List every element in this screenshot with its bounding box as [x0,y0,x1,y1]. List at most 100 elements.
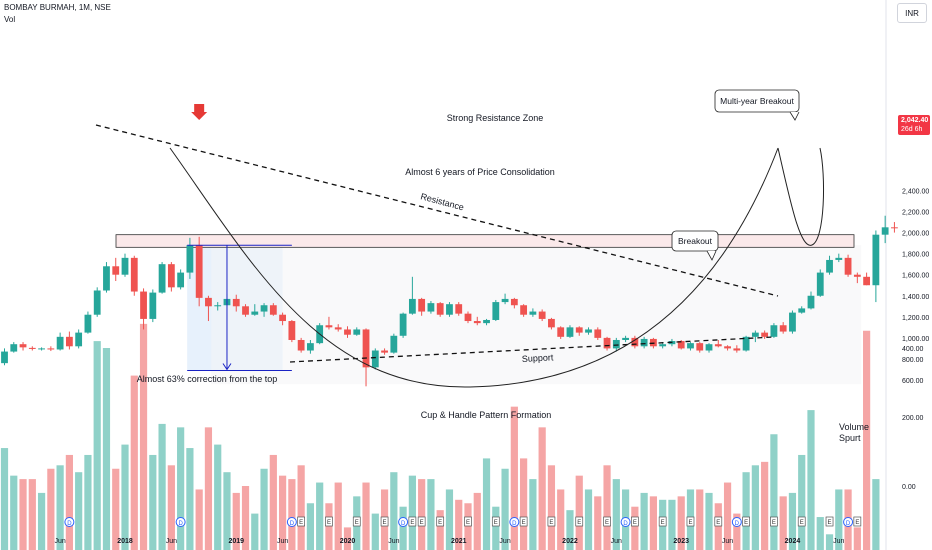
volume-bar [102,348,111,550]
volume-bar [279,475,287,550]
earnings-marker-label: E [800,520,804,526]
dividend-marker [398,517,409,527]
last-price-value: 2,042.40 [901,117,929,124]
volume-bar [547,465,556,550]
candle-body [492,302,500,320]
dividend-marker [509,517,520,527]
candle-body [640,338,648,347]
volume-bar [649,496,657,550]
volume-tick-label: 200.00 [902,415,924,422]
time-tick-label: 2022 [562,538,578,545]
earnings-marker-label: E [577,520,581,526]
candle-body [112,266,120,275]
volume-bar [779,496,787,550]
candle-body [881,227,889,235]
resistance-zone-label: Strong Resistance Zone [447,113,544,123]
volume-bar [714,503,722,550]
earnings-marker-label: E [661,520,665,526]
volume-bar [584,489,593,550]
volume-bar [19,479,27,550]
candle-body [622,337,629,340]
volume-bar [158,423,166,550]
volume-bar [37,492,46,550]
currency-selector[interactable]: INR [897,3,927,23]
earnings-marker [714,516,723,527]
earnings-marker [417,516,426,527]
candle-body [269,305,277,315]
candle-body [696,343,704,351]
volume-bar [436,510,444,550]
volume-bar [325,503,333,550]
candle-body [65,336,73,347]
earnings-marker-label: E [327,520,331,526]
earnings-marker-label: E [494,520,498,526]
candle-body [56,336,64,350]
volume-bar [130,375,138,550]
volume-bar [520,458,528,550]
volume-bar [10,475,18,550]
volume-bar [343,527,352,550]
correction-label: Almost 63% correction from the top [137,374,278,384]
candle-body [297,339,305,351]
volume-bar [742,472,750,550]
volume-bar [121,444,129,550]
volume-bar [399,506,407,550]
candle-body [232,298,240,307]
volume-bar [473,492,481,550]
candle-body [826,259,833,273]
candle-body [557,327,565,337]
volume-bar [482,458,491,550]
volume-bar [723,482,732,550]
price-tick-label: 2,000.00 [902,231,929,238]
candle-body [427,303,435,312]
dividend-marker-label: D [512,521,517,527]
time-tick-label: 2018 [117,538,133,545]
correction-arrow-head [222,363,232,371]
top-down-arrow-icon [191,104,208,120]
candle-body [585,329,592,333]
candle-body [362,329,370,368]
candle-body [288,321,296,340]
candle-body [798,308,806,313]
volume-bar [733,513,741,550]
volume-bar [751,465,759,550]
candle-body [761,332,769,337]
candle-body [381,350,388,353]
price-tick-label: 800.00 [902,357,924,364]
earnings-marker [631,516,639,527]
earnings-marker-label: E [355,520,359,526]
earnings-marker [742,516,750,527]
candle-body [325,325,333,328]
volume-bar [0,448,9,550]
volume-bar [798,454,806,550]
multi-year-callout-tail [789,111,800,121]
earnings-marker-label: E [688,520,692,526]
breakout-callout-box [671,230,719,252]
candle-body [520,305,528,315]
support-label: Support [522,352,555,364]
volume-bar [195,489,203,550]
volume-bar [186,448,194,550]
volume-bar [390,472,398,550]
candle-body [279,314,286,322]
dividend-marker [731,517,742,527]
candle-body [371,350,379,368]
candle-body [714,344,722,347]
volume-bar [612,479,620,550]
candle-body [566,327,574,337]
cup-curve [169,147,779,388]
time-tick-label: 2019 [228,538,244,545]
candle-body [121,257,129,275]
earnings-marker [770,516,778,527]
resistance-label: Resistance [419,191,465,212]
volume-bar [603,465,611,550]
candle-body [807,295,815,309]
candle-body [742,336,750,351]
earnings-marker-label: E [549,520,553,526]
candle-body [158,264,166,293]
earnings-marker [436,516,445,527]
price-tick-label: 1,800.00 [902,252,929,259]
earnings-marker-label: E [410,520,414,526]
earnings-marker-label: E [828,520,832,526]
